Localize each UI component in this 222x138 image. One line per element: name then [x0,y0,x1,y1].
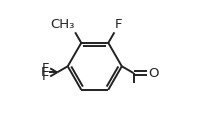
Text: F: F [42,62,49,75]
Text: F: F [115,18,123,31]
Text: F: F [42,70,49,83]
Text: O: O [148,67,159,79]
Text: F: F [40,66,48,79]
Text: CH₃: CH₃ [50,18,75,31]
